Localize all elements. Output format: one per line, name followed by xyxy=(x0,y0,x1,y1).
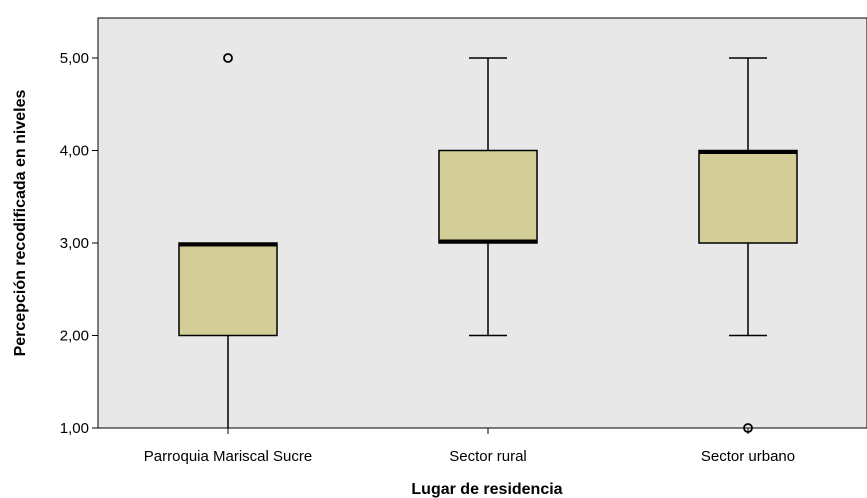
y-tick-label: 4,00 xyxy=(60,143,89,160)
x-tick-label: Sector rural xyxy=(449,448,527,465)
box-group xyxy=(178,53,278,428)
box-group xyxy=(438,57,538,337)
box xyxy=(178,242,278,337)
x-axis: Parroquia Mariscal Sucre Sector rural Sect… xyxy=(98,427,867,465)
y-tick-label: 3,00 xyxy=(60,235,89,252)
y-axis: 1,00 2,00 3,00 4,00 5,00 xyxy=(60,18,99,437)
y-tick-label: 2,00 xyxy=(60,328,89,345)
box xyxy=(698,149,798,244)
box-group xyxy=(698,57,798,433)
box xyxy=(438,149,538,244)
y-axis-title: Percepción recodificada en niveles xyxy=(12,90,29,357)
x-axis-title: Lugar de residencia xyxy=(411,481,562,498)
y-tick-label: 5,00 xyxy=(60,50,89,67)
x-tick-label: Parroquia Mariscal Sucre xyxy=(144,448,312,465)
outlier-point xyxy=(223,53,233,63)
x-tick-label: Sector urbano xyxy=(701,448,795,465)
chart-marks xyxy=(178,53,798,433)
y-tick-label: 1,00 xyxy=(60,420,89,437)
